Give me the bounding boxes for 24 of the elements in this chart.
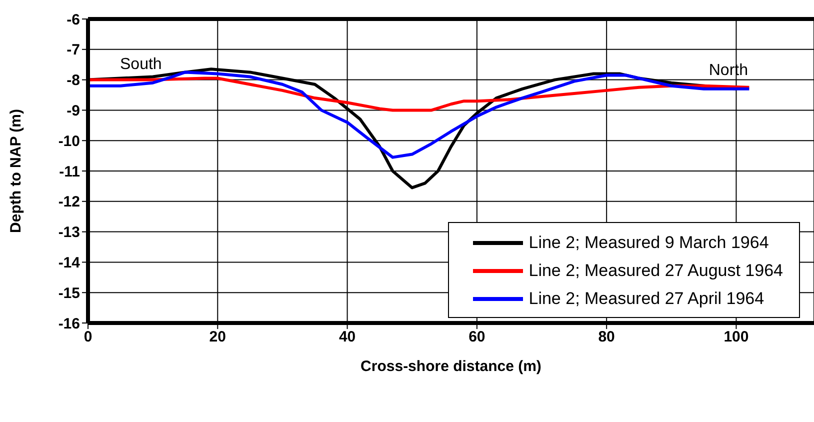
y-tick-label: -10 — [58, 132, 80, 150]
annotation: South — [120, 56, 162, 74]
line-series — [88, 76, 751, 112]
y-tick-label: -12 — [58, 194, 80, 211]
y-tick-label: -8 — [66, 72, 80, 90]
y-tick-label: -6 — [66, 11, 80, 28]
legend-label: Line 2; Measured 9 March 1964 — [528, 233, 769, 253]
y-tick-label: -13 — [58, 224, 80, 242]
x-tick-label: 100 — [724, 328, 749, 346]
y-tick-label: -16 — [58, 315, 80, 332]
y-axis-title: Depth to NAP (m) — [7, 109, 24, 233]
y-tick-label: -7 — [66, 42, 80, 59]
x-tick-label: 0 — [84, 328, 92, 346]
y-tick-label: -9 — [66, 102, 80, 120]
x-tick-label: 60 — [468, 328, 486, 346]
legend-label: Line 2; Measured 27 August 1964 — [528, 261, 783, 281]
y-tick-label: -15 — [58, 284, 80, 302]
legend-label: Line 2; Measured 27 April 1964 — [528, 289, 764, 309]
y-tick-label: -14 — [58, 254, 81, 272]
y-tick-label: -11 — [59, 163, 80, 180]
x-tick-label: 20 — [209, 328, 226, 346]
x-tick-label: 40 — [338, 328, 356, 346]
x-axis-title: Cross-shore distance (m) — [360, 358, 542, 375]
x-tick-label: 80 — [598, 328, 615, 346]
